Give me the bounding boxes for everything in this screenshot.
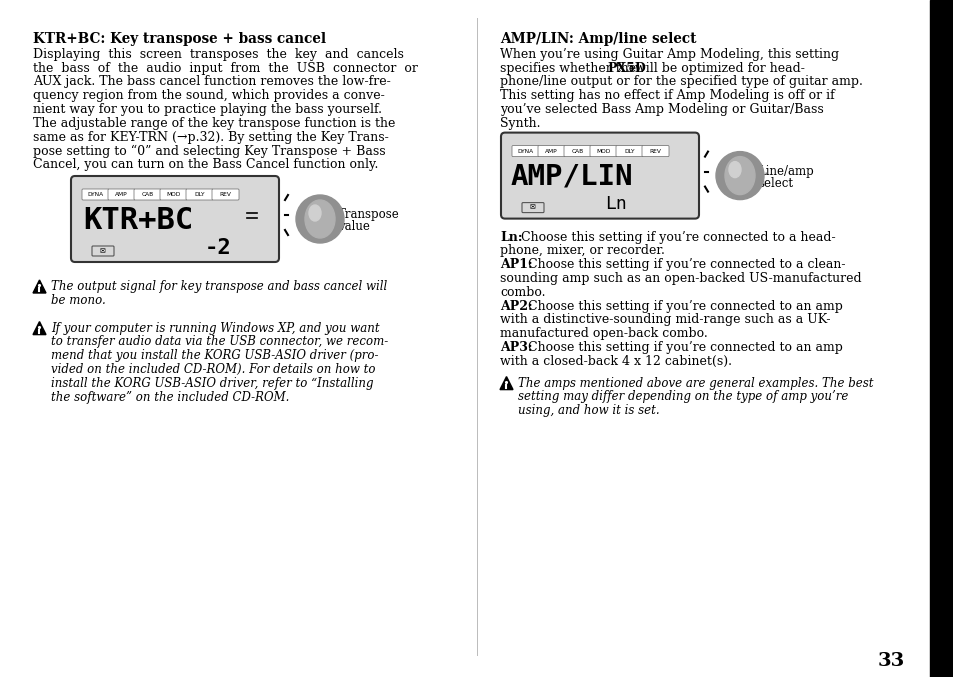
- Text: CAB: CAB: [571, 148, 583, 154]
- Text: select: select: [758, 177, 792, 190]
- Text: DYNA: DYNA: [88, 192, 104, 197]
- FancyBboxPatch shape: [108, 189, 135, 200]
- FancyBboxPatch shape: [91, 246, 113, 256]
- Text: Ln: Ln: [604, 194, 626, 213]
- Circle shape: [295, 195, 344, 243]
- FancyBboxPatch shape: [563, 146, 590, 156]
- FancyBboxPatch shape: [641, 146, 668, 156]
- Text: Choose this setting if you’re connected to a clean-: Choose this setting if you’re connected …: [527, 258, 844, 271]
- Text: AP2:: AP2:: [499, 300, 532, 313]
- Text: to transfer audio data via the USB connector, we recom-: to transfer audio data via the USB conne…: [51, 335, 388, 349]
- Text: with a closed-back 4 x 12 cabinet(s).: with a closed-back 4 x 12 cabinet(s).: [499, 355, 731, 368]
- Text: Choose this setting if you’re connected to an amp: Choose this setting if you’re connected …: [527, 341, 842, 354]
- Text: -2: -2: [205, 238, 232, 258]
- Text: KTR+BC: Key transpose + bass cancel: KTR+BC: Key transpose + bass cancel: [33, 32, 326, 46]
- Text: mend that you install the KORG USB-ASIO driver (pro-: mend that you install the KORG USB-ASIO …: [51, 349, 378, 362]
- Text: manufactured open-back combo.: manufactured open-back combo.: [499, 327, 707, 341]
- Text: AP3:: AP3:: [499, 341, 532, 354]
- Text: DLY: DLY: [194, 192, 205, 197]
- Text: nient way for you to practice playing the bass yourself.: nient way for you to practice playing th…: [33, 103, 381, 116]
- Text: specifies whether the: specifies whether the: [499, 62, 639, 74]
- Text: REV: REV: [219, 192, 232, 197]
- FancyBboxPatch shape: [512, 146, 538, 156]
- FancyBboxPatch shape: [133, 189, 161, 200]
- Text: vided on the included CD-ROM). For details on how to: vided on the included CD-ROM). For detai…: [51, 363, 375, 376]
- Text: DLY: DLY: [623, 148, 634, 154]
- Text: This setting has no effect if Amp Modeling is off or if: This setting has no effect if Amp Modeli…: [499, 89, 834, 102]
- FancyBboxPatch shape: [160, 189, 187, 200]
- Ellipse shape: [305, 200, 335, 238]
- Text: with a distinctive-sounding mid-range such as a UK-: with a distinctive-sounding mid-range su…: [499, 313, 830, 326]
- Text: MOD: MOD: [596, 148, 610, 154]
- Text: be mono.: be mono.: [51, 294, 106, 307]
- Text: AMP/LIN: Amp/line select: AMP/LIN: Amp/line select: [499, 32, 696, 46]
- Text: will be optimized for head-: will be optimized for head-: [630, 62, 804, 74]
- Text: The amps mentioned above are general examples. The best: The amps mentioned above are general exa…: [517, 376, 873, 389]
- Ellipse shape: [728, 162, 740, 177]
- Text: AUX jack. The bass cancel function removes the low-fre-: AUX jack. The bass cancel function remov…: [33, 75, 391, 89]
- FancyBboxPatch shape: [71, 176, 278, 262]
- Ellipse shape: [724, 156, 754, 194]
- Text: install the KORG USB-ASIO driver, refer to “Installing: install the KORG USB-ASIO driver, refer …: [51, 377, 374, 390]
- Text: combo.: combo.: [499, 286, 545, 299]
- Text: If your computer is running Windows XP, and you want: If your computer is running Windows XP, …: [51, 322, 379, 334]
- Text: The adjustable range of the key transpose function is the: The adjustable range of the key transpos…: [33, 117, 395, 130]
- Text: KTR+BC: KTR+BC: [83, 206, 193, 235]
- Text: phone, mixer, or recorder.: phone, mixer, or recorder.: [499, 244, 664, 257]
- Text: Ln:: Ln:: [499, 231, 522, 244]
- Text: 33: 33: [877, 652, 904, 670]
- Ellipse shape: [309, 205, 320, 221]
- FancyBboxPatch shape: [521, 202, 543, 213]
- Polygon shape: [499, 376, 513, 389]
- Text: Transpose: Transpose: [337, 208, 399, 221]
- FancyBboxPatch shape: [186, 189, 213, 200]
- Text: setting may differ depending on the type of amp you’re: setting may differ depending on the type…: [517, 391, 847, 403]
- Text: the software” on the included CD-ROM.: the software” on the included CD-ROM.: [51, 391, 289, 403]
- Text: the  bass  of  the  audio  input  from  the  USB  connector  or: the bass of the audio input from the USB…: [33, 62, 417, 74]
- Text: quency region from the sound, which provides a conve-: quency region from the sound, which prov…: [33, 89, 384, 102]
- Text: AP1:: AP1:: [499, 258, 532, 271]
- Bar: [929, 0, 953, 677]
- Text: phone/line output or for the specified type of guitar amp.: phone/line output or for the specified t…: [499, 75, 862, 89]
- Text: Choose this setting if you’re connected to a head-: Choose this setting if you’re connected …: [520, 231, 835, 244]
- Text: CAB: CAB: [141, 192, 153, 197]
- Text: AMP: AMP: [544, 148, 558, 154]
- Text: using, and how it is set.: using, and how it is set.: [517, 404, 659, 417]
- Text: Synth.: Synth.: [499, 117, 540, 130]
- Text: Line/amp: Line/amp: [758, 165, 813, 177]
- Text: ✉: ✉: [100, 248, 106, 254]
- Polygon shape: [33, 322, 46, 334]
- Text: PX5D: PX5D: [606, 62, 645, 74]
- Text: pose setting to “0” and selecting Key Transpose + Bass: pose setting to “0” and selecting Key Tr…: [33, 144, 385, 158]
- Text: sounding amp such as an open-backed US-manufactured: sounding amp such as an open-backed US-m…: [499, 272, 861, 285]
- Text: Cancel, you can turn on the Bass Cancel function only.: Cancel, you can turn on the Bass Cancel …: [33, 158, 378, 171]
- Text: AMP/LIN: AMP/LIN: [511, 162, 633, 191]
- FancyBboxPatch shape: [82, 189, 109, 200]
- FancyBboxPatch shape: [500, 133, 699, 219]
- Text: same as for KEY-TRN (→p.32). By setting the Key Trans-: same as for KEY-TRN (→p.32). By setting …: [33, 131, 388, 144]
- Text: AMP: AMP: [115, 192, 128, 197]
- Text: MOD: MOD: [166, 192, 180, 197]
- Text: value: value: [337, 220, 370, 233]
- Circle shape: [716, 152, 763, 200]
- Text: ✉: ✉: [530, 204, 536, 211]
- Text: The output signal for key transpose and bass cancel will: The output signal for key transpose and …: [51, 280, 387, 293]
- FancyBboxPatch shape: [212, 189, 239, 200]
- FancyBboxPatch shape: [589, 146, 617, 156]
- Text: you’ve selected Bass Amp Modeling or Guitar/Bass: you’ve selected Bass Amp Modeling or Gui…: [499, 103, 822, 116]
- Text: Choose this setting if you’re connected to an amp: Choose this setting if you’re connected …: [527, 300, 842, 313]
- Text: Displaying  this  screen  transposes  the  key  and  cancels: Displaying this screen transposes the ke…: [33, 48, 403, 61]
- Polygon shape: [33, 280, 46, 293]
- Text: DYNA: DYNA: [517, 148, 533, 154]
- Text: REV: REV: [649, 148, 660, 154]
- FancyBboxPatch shape: [616, 146, 642, 156]
- Text: When you’re using Guitar Amp Modeling, this setting: When you’re using Guitar Amp Modeling, t…: [499, 48, 839, 61]
- FancyBboxPatch shape: [537, 146, 564, 156]
